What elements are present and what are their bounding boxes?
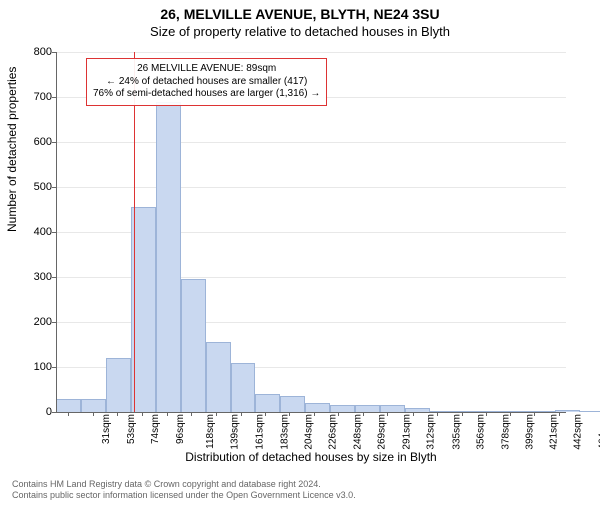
x-tick-label: 335sqm <box>452 414 463 450</box>
footer-attribution: Contains HM Land Registry data © Crown c… <box>12 479 588 502</box>
histogram-bar <box>580 411 600 412</box>
histogram-bar <box>280 396 305 412</box>
histogram-bar <box>330 405 355 412</box>
histogram-bar <box>181 279 206 412</box>
plot-region: 010020030040050060070080031sqm53sqm74sqm… <box>56 52 566 412</box>
chart-area: 010020030040050060070080031sqm53sqm74sqm… <box>56 52 566 412</box>
x-tick-label: 312sqm <box>426 414 437 450</box>
y-tick-label: 200 <box>22 316 52 328</box>
x-tick-label: 139sqm <box>229 414 240 450</box>
x-tick-label: 74sqm <box>150 414 161 444</box>
histogram-bar <box>305 403 330 412</box>
x-tick-label: 53sqm <box>126 414 137 444</box>
property-marker-line <box>134 52 135 412</box>
y-axis-line <box>56 52 57 412</box>
footer-line-2: Contains public sector information licen… <box>12 490 588 502</box>
x-tick-label: 118sqm <box>205 414 216 449</box>
histogram-bar <box>81 399 106 413</box>
y-tick-label: 100 <box>22 361 52 373</box>
y-tick-label: 600 <box>22 136 52 148</box>
x-tick-label: 204sqm <box>303 414 314 450</box>
x-tick-label: 96sqm <box>175 414 186 444</box>
legend-box: 26 MELVILLE AVENUE: 89sqm← 24% of detach… <box>86 58 327 106</box>
histogram-bar <box>156 102 181 413</box>
x-tick-label: 442sqm <box>573 414 584 450</box>
histogram-bar <box>106 358 131 412</box>
x-tick-label: 31sqm <box>101 414 112 444</box>
y-tick-label: 400 <box>22 226 52 238</box>
x-tick-label: 399sqm <box>524 414 535 450</box>
chart-title: 26, MELVILLE AVENUE, BLYTH, NE24 3SU <box>0 6 600 22</box>
gridline <box>56 142 566 143</box>
y-tick-label: 300 <box>22 271 52 283</box>
x-tick-label: 421sqm <box>549 414 560 450</box>
x-axis-line <box>56 412 566 413</box>
histogram-bar <box>255 394 280 412</box>
y-tick-label: 700 <box>22 91 52 103</box>
y-axis-label: Number of detached properties <box>5 67 19 232</box>
legend-line-1: 26 MELVILLE AVENUE: 89sqm <box>93 63 320 76</box>
gridline <box>56 187 566 188</box>
x-axis-label: Distribution of detached houses by size … <box>56 450 566 464</box>
histogram-bar <box>355 405 380 412</box>
x-tick-label: 291sqm <box>402 414 413 450</box>
histogram-bar <box>231 363 256 413</box>
x-tick-label: 269sqm <box>377 414 388 450</box>
legend-line-2: ← 24% of detached houses are smaller (41… <box>93 76 320 89</box>
histogram-bar <box>206 342 231 412</box>
y-tick-label: 500 <box>22 181 52 193</box>
chart-subtitle: Size of property relative to detached ho… <box>0 24 600 39</box>
x-tick-label: 226sqm <box>328 414 339 450</box>
x-tick-label: 183sqm <box>279 414 290 450</box>
gridline <box>56 52 566 53</box>
x-tick-label: 248sqm <box>353 414 364 450</box>
histogram-bar <box>56 399 81 413</box>
histogram-bar <box>380 405 405 412</box>
x-tick-label: 161sqm <box>254 414 265 450</box>
y-tick-label: 800 <box>22 46 52 58</box>
x-tick-label: 378sqm <box>500 414 511 450</box>
x-tick-label: 356sqm <box>475 414 486 450</box>
legend-line-3: 76% of semi-detached houses are larger (… <box>93 88 320 101</box>
y-tick-label: 0 <box>22 406 52 418</box>
footer-line-1: Contains HM Land Registry data © Crown c… <box>12 479 588 491</box>
